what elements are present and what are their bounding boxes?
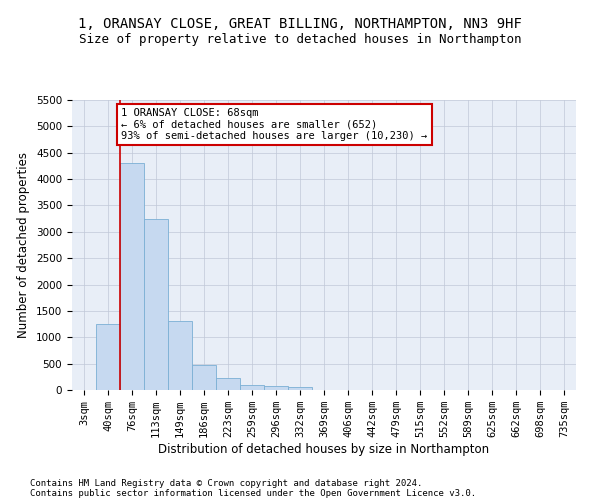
Bar: [240, 384, 264, 390]
Bar: [288, 387, 312, 390]
Text: Size of property relative to detached houses in Northampton: Size of property relative to detached ho…: [79, 32, 521, 46]
Bar: [144, 218, 168, 390]
Text: 1 ORANSAY CLOSE: 68sqm
← 6% of detached houses are smaller (652)
93% of semi-det: 1 ORANSAY CLOSE: 68sqm ← 6% of detached …: [121, 108, 427, 141]
Text: Contains public sector information licensed under the Open Government Licence v3: Contains public sector information licen…: [30, 488, 476, 498]
Text: 1, ORANSAY CLOSE, GREAT BILLING, NORTHAMPTON, NN3 9HF: 1, ORANSAY CLOSE, GREAT BILLING, NORTHAM…: [78, 18, 522, 32]
Bar: [96, 324, 120, 390]
Bar: [120, 164, 144, 390]
Bar: [168, 322, 192, 390]
X-axis label: Distribution of detached houses by size in Northampton: Distribution of detached houses by size …: [158, 443, 490, 456]
Bar: [264, 386, 288, 390]
Y-axis label: Number of detached properties: Number of detached properties: [17, 152, 31, 338]
Bar: [192, 364, 216, 390]
Text: Contains HM Land Registry data © Crown copyright and database right 2024.: Contains HM Land Registry data © Crown c…: [30, 478, 422, 488]
Bar: [216, 378, 240, 390]
